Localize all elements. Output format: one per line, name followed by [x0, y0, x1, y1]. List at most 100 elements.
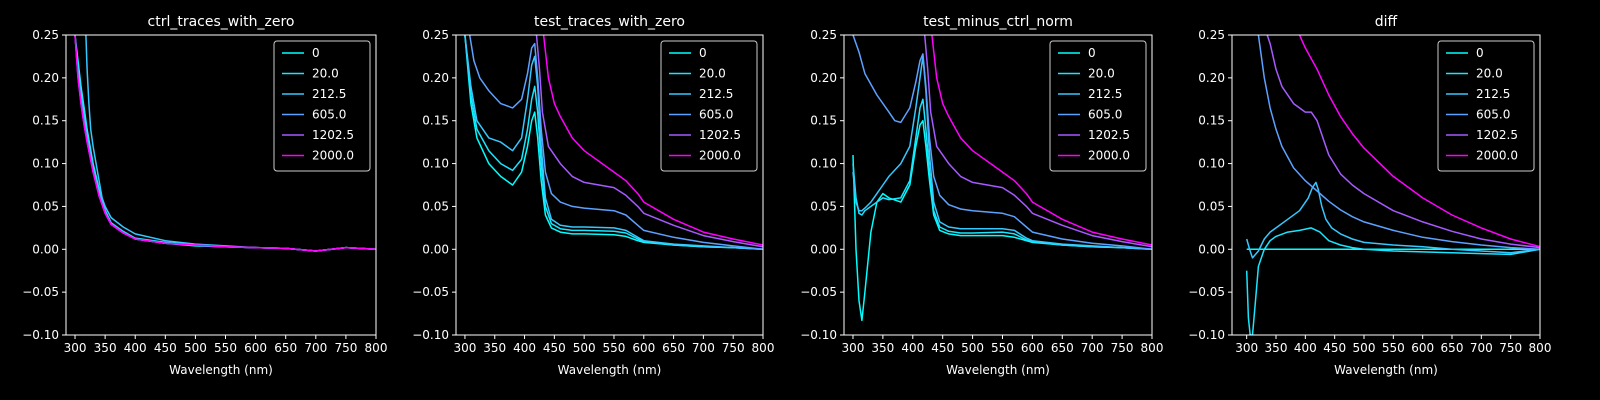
axes-frame	[455, 34, 764, 336]
series-line	[464, 35, 763, 251]
legend-label: 1202.5	[312, 128, 354, 142]
legend: 0 20.0 212.5 605.0 1202.5 2000.0	[1437, 40, 1535, 172]
x-tick-label: 700	[1470, 341, 1493, 355]
axes-frame	[65, 34, 377, 336]
series-line	[542, 35, 763, 246]
x-axis-label: Wavelength (nm)	[558, 363, 662, 377]
y-tick-label: 0.20	[810, 71, 837, 85]
legend-label: 212.5	[1088, 87, 1122, 101]
legend-label: 2000.0	[699, 149, 741, 163]
y-tick-label: −0.05	[412, 285, 449, 299]
y-tick-label: 0.05	[810, 199, 837, 213]
x-tick-label: 300	[453, 341, 476, 355]
y-tick-label: 0.00	[810, 242, 837, 256]
series-line	[1257, 35, 1540, 251]
x-tick-label: 450	[931, 341, 954, 355]
y-tick-label: 0.15	[32, 114, 59, 128]
legend-label: 20.0	[312, 67, 339, 81]
legend-label: 212.5	[1476, 87, 1510, 101]
chart-panel: 300 350 400 450 500 550 600 650 700 750 800 −0.10 −0…	[22, 14, 387, 377]
legend-label: 1202.5	[1088, 128, 1130, 142]
series-line	[74, 35, 376, 252]
chart-title: test_minus_ctrl_norm	[923, 14, 1073, 30]
x-tick-label: 500	[573, 341, 596, 355]
legend: 0 20.0 212.5 605.0 1202.5 2000.0	[660, 40, 758, 172]
legend-label: 2000.0	[312, 149, 354, 163]
y-tick-label: 0.05	[32, 199, 59, 213]
x-tick-label: 400	[124, 341, 147, 355]
x-tick-label: 450	[1323, 341, 1346, 355]
y-tick-label: 0.25	[1198, 28, 1225, 42]
x-tick-label: 350	[483, 341, 506, 355]
y-tick-label: 0.20	[1198, 71, 1225, 85]
y-tick-label: −0.05	[800, 285, 837, 299]
legend-label: 20.0	[1088, 67, 1115, 81]
x-axis-label: Wavelength (nm)	[169, 363, 273, 377]
legend-label: 1202.5	[1476, 128, 1518, 142]
legend-label: 0	[1476, 46, 1484, 60]
x-tick-label: 700	[692, 341, 715, 355]
x-tick-label: 350	[94, 341, 117, 355]
series-group	[1245, 35, 1540, 335]
x-tick-label: 750	[722, 341, 745, 355]
chart-panel: 300 350 400 450 500 550 600 650 700 750 800 −0.10 −0…	[412, 14, 774, 377]
x-tick-label: 600	[1411, 341, 1434, 355]
x-tick-label: 750	[1499, 341, 1522, 355]
legend-label: 2000.0	[1476, 149, 1518, 163]
y-tick-label: 0.15	[810, 114, 837, 128]
legend: 0 20.0 212.5 605.0 1202.5 2000.0	[273, 40, 371, 172]
legend-label: 0	[1088, 46, 1096, 60]
y-tick-label: 0.10	[422, 157, 449, 171]
legend: 0 20.0 212.5 605.0 1202.5 2000.0	[1049, 40, 1147, 172]
x-tick-label: 600	[1021, 341, 1044, 355]
y-tick-label: −0.10	[22, 328, 59, 342]
x-tick-label: 650	[1051, 341, 1074, 355]
y-tick-label: −0.10	[800, 328, 837, 342]
y-tick-label: 0.15	[422, 114, 449, 128]
x-tick-label: 650	[662, 341, 685, 355]
legend-label: 605.0	[1476, 108, 1510, 122]
x-tick-label: 300	[64, 341, 87, 355]
y-tick-label: 0.25	[810, 28, 837, 42]
series-line	[852, 119, 1152, 322]
series-line	[1266, 35, 1540, 249]
x-tick-label: 350	[871, 341, 894, 355]
x-tick-label: 550	[603, 341, 626, 355]
x-tick-label: 800	[752, 341, 775, 355]
series-line	[852, 35, 1152, 251]
y-tick-label: 0.10	[32, 157, 59, 171]
x-tick-label: 500	[1353, 341, 1376, 355]
y-tick-label: 0.00	[1198, 242, 1225, 256]
y-tick-label: 0.00	[422, 242, 449, 256]
chart-title: diff	[1375, 14, 1398, 30]
series-line	[852, 98, 1152, 251]
series-group	[464, 35, 763, 251]
x-tick-label: 300	[842, 341, 865, 355]
series-line	[535, 35, 763, 248]
y-tick-label: 0.10	[810, 157, 837, 171]
series-line	[923, 35, 1152, 248]
chart-panel: 300 350 400 450 500 550 600 650 700 750 800 −0.10 −0…	[800, 14, 1163, 377]
legend-label: 20.0	[1476, 67, 1503, 81]
axes-frame	[843, 34, 1153, 336]
y-tick-label: 0.20	[32, 71, 59, 85]
y-tick-label: 0.15	[1198, 114, 1225, 128]
y-tick-label: 0.10	[1198, 157, 1225, 171]
axes-frame	[1231, 34, 1541, 336]
x-tick-label: 550	[991, 341, 1014, 355]
x-tick-label: 600	[632, 341, 655, 355]
y-tick-label: 0.25	[32, 28, 59, 42]
x-axis-label: Wavelength (nm)	[1334, 363, 1438, 377]
x-tick-label: 550	[214, 341, 237, 355]
x-tick-label: 800	[1141, 341, 1164, 355]
x-tick-label: 500	[961, 341, 984, 355]
chart-title: test_traces_with_zero	[534, 14, 685, 30]
series-group	[852, 35, 1152, 322]
series-group	[74, 35, 376, 252]
legend-label: 0	[312, 46, 320, 60]
y-tick-label: 0.05	[422, 199, 449, 213]
chart-panel: 300 350 400 450 500 550 600 650 700 750 800 −0.10 −0…	[1188, 14, 1551, 377]
y-tick-label: 0.25	[422, 28, 449, 42]
